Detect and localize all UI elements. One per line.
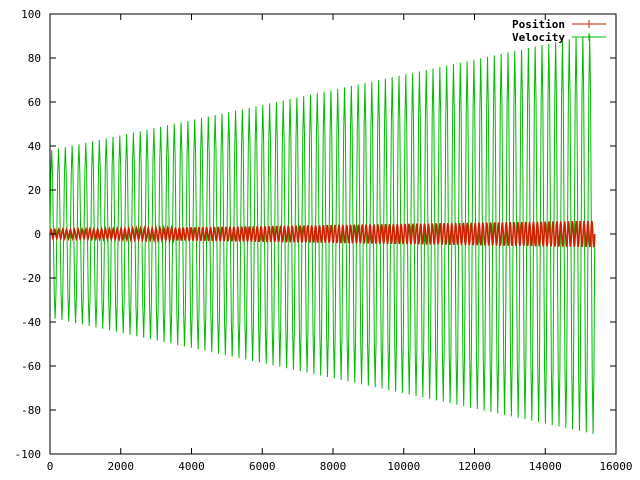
- y-tick-label: 100: [21, 8, 41, 21]
- y-tick-label: 60: [28, 96, 41, 109]
- legend-label-position: Position: [512, 18, 565, 31]
- x-tick-label: 14000: [529, 460, 562, 473]
- x-tick-label: 16000: [599, 460, 632, 473]
- y-tick-label: 20: [28, 184, 41, 197]
- x-tick-label: 8000: [320, 460, 347, 473]
- x-tick-label: 2000: [108, 460, 135, 473]
- y-tick-label: -80: [21, 404, 41, 417]
- x-tick-label: 4000: [178, 460, 205, 473]
- series-layer: [49, 34, 596, 434]
- y-tick-label: 40: [28, 140, 41, 153]
- y-tick-label: 80: [28, 52, 41, 65]
- series-line-position: [49, 220, 596, 248]
- y-tick-label: -40: [21, 316, 41, 329]
- y-tick-label: -100: [15, 448, 42, 461]
- y-tick-label: 0: [34, 228, 41, 241]
- x-tick-label: 0: [47, 460, 54, 473]
- x-tick-label: 6000: [249, 460, 276, 473]
- y-tick-label: -60: [21, 360, 41, 373]
- x-tick-label: 12000: [458, 460, 491, 473]
- y-tick-label: -20: [21, 272, 41, 285]
- tick-layer: 0 2000 4000 6000 8000 10000 12000 14000 16000 -10…: [15, 8, 633, 473]
- x-tick-label: 10000: [387, 460, 420, 473]
- legend-label-velocity: Velocity: [512, 31, 565, 44]
